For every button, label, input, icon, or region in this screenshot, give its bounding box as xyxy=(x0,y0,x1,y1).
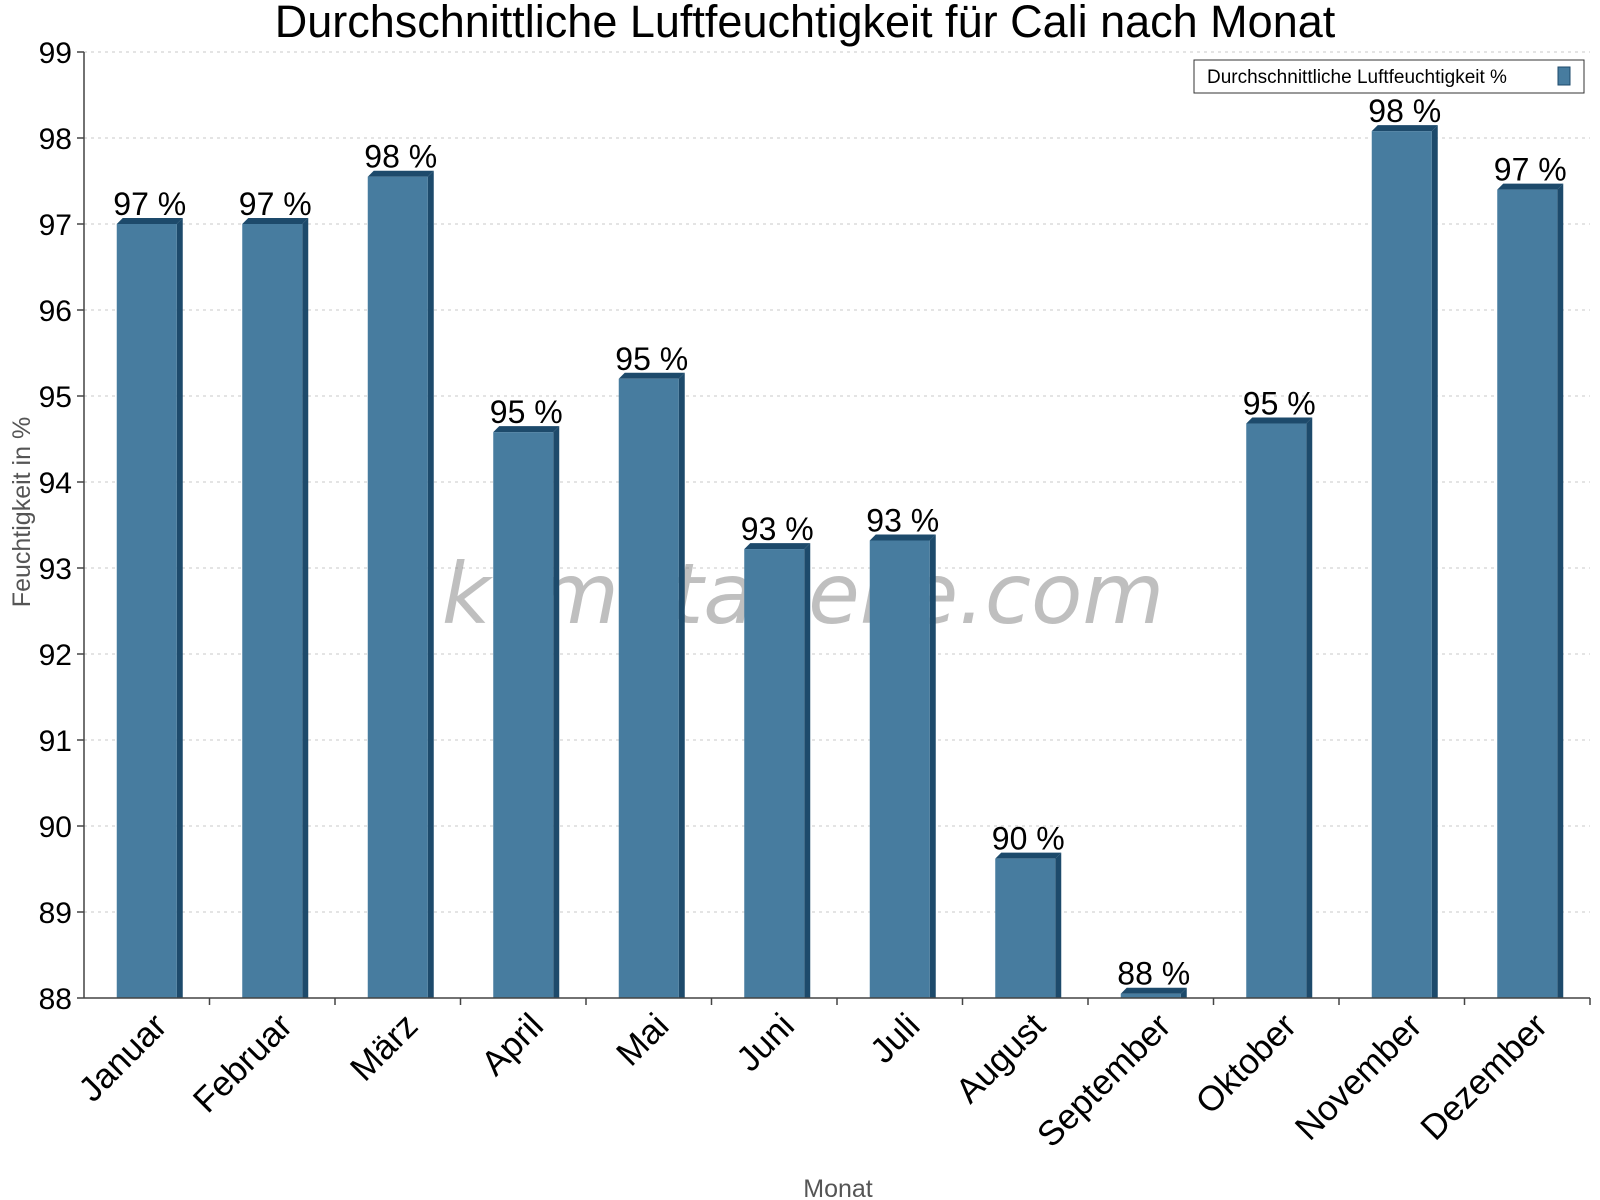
bar-10 xyxy=(1246,417,1313,998)
bar-top xyxy=(367,170,434,177)
bar-6 xyxy=(744,543,811,998)
bar-face xyxy=(618,378,679,998)
x-tick-label: März xyxy=(343,1006,426,1089)
bar-top xyxy=(1120,987,1187,994)
bar-3 xyxy=(367,170,434,998)
bar-face xyxy=(1497,189,1558,999)
data-label: 95 % xyxy=(1243,386,1316,422)
y-tick-label: 96 xyxy=(39,295,72,328)
x-axis-label: Monat xyxy=(803,1175,873,1200)
y-tick-label: 90 xyxy=(39,811,72,844)
bar-side xyxy=(1306,417,1313,998)
legend: Durchschnittliche Luftfeuchtigkeit % xyxy=(1193,59,1585,94)
data-label: 98 % xyxy=(1368,93,1441,129)
chart-title: Durchschnittliche Luftfeuchtigkeit für C… xyxy=(275,0,1336,47)
legend-swatch xyxy=(1557,66,1571,86)
bar-face xyxy=(367,176,428,998)
bar-face xyxy=(869,540,930,998)
bar-side xyxy=(1557,183,1564,999)
bar-top xyxy=(1246,417,1313,424)
bar-face xyxy=(1371,131,1432,998)
x-tick-label: Dezember xyxy=(1413,1006,1555,1148)
bar-face xyxy=(744,549,805,998)
bar-top xyxy=(242,218,309,224)
grid-lines xyxy=(84,51,1590,913)
bar-side xyxy=(553,426,560,998)
bar-side xyxy=(302,218,309,998)
data-label: 98 % xyxy=(364,139,437,175)
legend-box xyxy=(1193,59,1585,94)
bar-top xyxy=(995,852,1062,859)
data-label: 95 % xyxy=(615,341,688,377)
bar-side xyxy=(1180,987,1187,998)
y-tick-label: 99 xyxy=(39,37,72,70)
data-label: 97 % xyxy=(239,186,312,222)
y-tick-label: 97 xyxy=(39,209,72,242)
bar-face xyxy=(995,858,1056,998)
bar-9 xyxy=(1120,987,1187,998)
y-tick-label: 89 xyxy=(39,897,72,930)
y-tick-label: 93 xyxy=(39,553,72,586)
bar-side xyxy=(678,372,685,998)
data-labels: 97 % 97 % 98 % 95 % 95 % 93 % 93 % 90 % 88 % 95 %… xyxy=(113,93,1566,992)
bar-1 xyxy=(116,218,183,998)
bar-face xyxy=(1246,423,1307,998)
bar-side xyxy=(929,534,936,998)
x-tick-label: April xyxy=(474,1006,551,1083)
data-label: 93 % xyxy=(741,511,814,547)
bar-7 xyxy=(869,534,936,998)
bar-11 xyxy=(1371,125,1438,999)
bar-top xyxy=(1497,183,1564,190)
y-tick-label: 88 xyxy=(39,983,72,1016)
y-tick-label: 95 xyxy=(39,381,72,414)
data-label: 95 % xyxy=(490,394,563,430)
x-tick-label: Mai xyxy=(609,1006,676,1073)
bar-face xyxy=(493,432,554,998)
data-label: 97 % xyxy=(113,186,186,222)
data-label: 88 % xyxy=(1117,956,1190,992)
bar-top xyxy=(618,372,685,379)
x-tick-label: Februar xyxy=(186,1006,300,1120)
data-label: 90 % xyxy=(992,821,1065,857)
y-tick-label: 98 xyxy=(39,123,72,156)
bar-side xyxy=(804,543,811,998)
y-axis-ticks: 88 89 90 91 92 93 94 95 96 97 98 99 xyxy=(39,37,84,1016)
x-tick-label: Oktober xyxy=(1188,1006,1304,1122)
y-axis-label: Feuchtigkeit in % xyxy=(8,417,36,607)
bar-top xyxy=(493,426,560,433)
y-tick-label: 94 xyxy=(39,467,72,500)
bar-top xyxy=(744,543,811,550)
bar-5 xyxy=(618,372,685,998)
bar-top xyxy=(1371,125,1438,132)
x-tick-label: September xyxy=(1030,1006,1179,1155)
legend-entry-label: Durchschnittliche Luftfeuchtigkeit % xyxy=(1207,67,1507,88)
bar-face xyxy=(242,224,303,998)
bar-2 xyxy=(242,218,309,998)
x-tick-label: August xyxy=(948,1006,1053,1111)
x-tick-label: Juli xyxy=(863,1006,928,1071)
bars xyxy=(116,125,1564,999)
bar-12 xyxy=(1497,183,1564,999)
bar-top xyxy=(869,534,936,541)
y-tick-label: 92 xyxy=(39,639,72,672)
bar-4 xyxy=(493,426,560,998)
bar-face xyxy=(116,224,177,998)
bar-side xyxy=(427,170,434,998)
bar-face xyxy=(1120,993,1181,998)
x-tick-label: Januar xyxy=(71,1006,174,1109)
x-tick-label: November xyxy=(1288,1006,1430,1148)
y-tick-label: 91 xyxy=(39,725,72,758)
data-label: 93 % xyxy=(866,502,939,538)
x-axis-ticks: Januar Februar März April Mai Juni Juli AugustS… xyxy=(71,998,1591,1155)
data-label: 97 % xyxy=(1494,152,1567,188)
bar-top xyxy=(116,218,183,224)
bar-side xyxy=(1055,852,1062,998)
x-tick-label: Juni xyxy=(729,1006,802,1079)
bar-side xyxy=(1431,125,1438,999)
bar-8 xyxy=(995,852,1062,998)
bar-side xyxy=(176,218,183,998)
